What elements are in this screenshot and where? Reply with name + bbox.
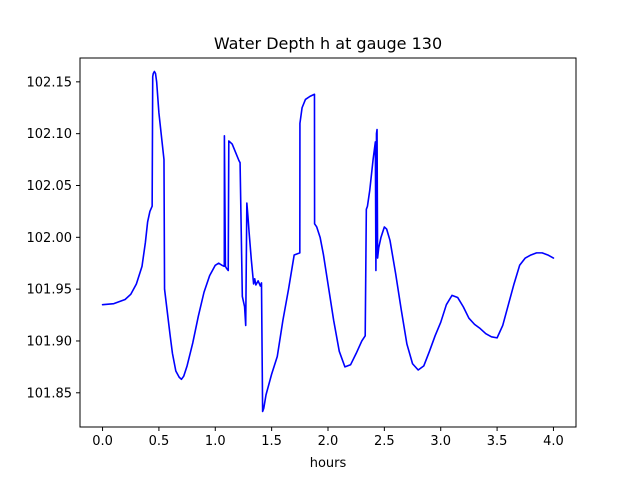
y-tick-label: 101.95 [27,283,73,298]
x-tick-label: 2.5 [374,434,395,449]
y-tick-label: 101.85 [27,386,73,401]
x-tick-label: 0.5 [149,434,170,449]
axes: 0.0 0.5 1.0 1.5 2.0 2.5 3.0 3.5 4.0 101.85 101.90 1… [27,57,577,449]
y-tick-label: 101.90 [27,334,73,349]
x-tick-label: 2.0 [318,434,339,449]
series-line-1 [101,70,555,413]
x-axis-label: hours [310,456,347,471]
y-tick-label: 102.00 [27,231,73,246]
x-tick-label: 0.0 [92,434,113,449]
x-tick-label: 4.0 [543,434,564,449]
chart-title: Water Depth h at gauge 130 [214,34,442,53]
y-tick-label: 102.10 [27,127,73,142]
y-tick-label: 102.15 [27,75,73,90]
y-tick-label: 102.05 [27,179,73,194]
x-tick-label: 3.0 [430,434,451,449]
x-tick-label: 3.5 [487,434,508,449]
x-tick-label: 1.5 [261,434,282,449]
plot-area [101,70,555,413]
x-tick-label: 1.0 [205,434,226,449]
